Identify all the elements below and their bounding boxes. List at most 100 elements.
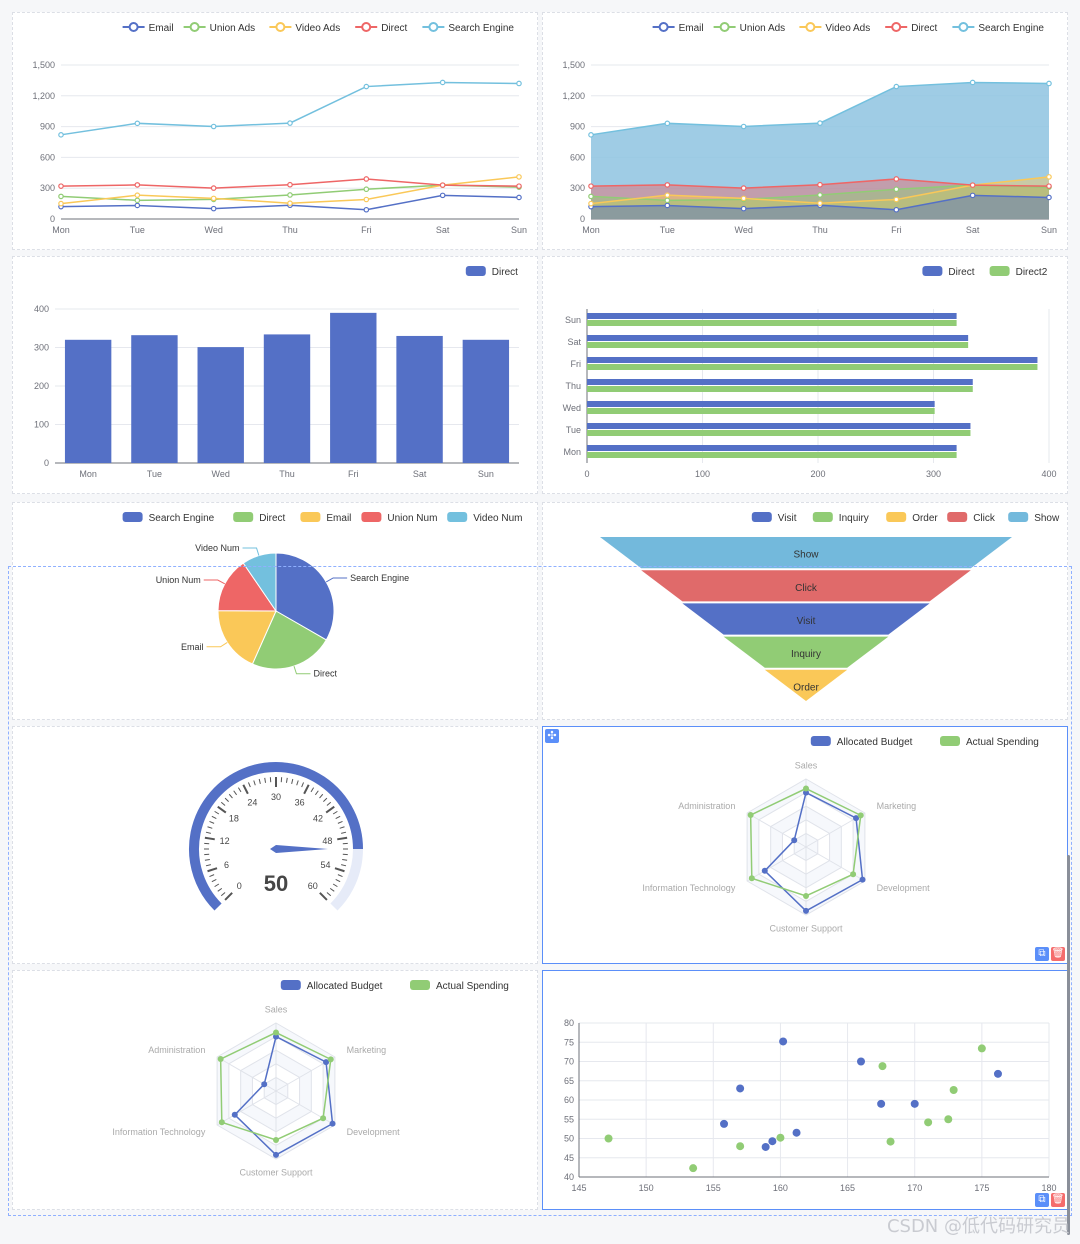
gauge-tick bbox=[258, 778, 261, 784]
gauge-tick bbox=[332, 883, 338, 888]
gauge-tick bbox=[341, 864, 347, 867]
gauge-tick bbox=[224, 892, 233, 901]
bar bbox=[330, 312, 377, 463]
y-tick-label: Sun bbox=[565, 315, 581, 325]
copy-icon[interactable]: ⧉ bbox=[1035, 947, 1049, 961]
gauge-tick bbox=[220, 801, 226, 806]
legend-swatch bbox=[947, 512, 968, 522]
radar-indicator-label: Marketing bbox=[877, 801, 917, 811]
x-tick-label: Mon bbox=[52, 225, 70, 235]
radar-axis bbox=[746, 846, 807, 882]
gauge-tick-label: 42 bbox=[313, 813, 323, 823]
move-handle-icon[interactable]: ✣ bbox=[545, 729, 559, 743]
scatter-point bbox=[689, 1164, 698, 1173]
line-chart: Email Union Ads Video Ads Direct Search Engi… bbox=[32, 22, 527, 235]
legend-swatch-dot bbox=[428, 22, 439, 32]
x-tick-label: 200 bbox=[810, 469, 825, 479]
x-tick-label: 175 bbox=[974, 1183, 989, 1193]
scatter-point bbox=[857, 1057, 865, 1066]
copy-icon[interactable]: ⧉ bbox=[1035, 1193, 1049, 1207]
radar-indicator-label: Sales bbox=[265, 1004, 288, 1014]
delete-icon[interactable]: 🗑 bbox=[1051, 947, 1065, 961]
funnel-label: Show bbox=[793, 550, 819, 561]
radar-point bbox=[329, 1120, 336, 1127]
legend-swatch bbox=[940, 736, 960, 746]
gauge-tick bbox=[204, 836, 215, 841]
pie-label-line bbox=[293, 665, 311, 675]
gauge-tick bbox=[319, 892, 328, 901]
x-tick-label: Mon bbox=[582, 225, 600, 235]
legend-label: Inquiry bbox=[839, 513, 869, 524]
scatter-point bbox=[949, 1085, 958, 1094]
series-area bbox=[591, 178, 1049, 219]
legend-label: Video Ads bbox=[825, 23, 870, 34]
radar-point bbox=[803, 892, 809, 899]
y-tick-label: 600 bbox=[40, 152, 55, 162]
scatter-point bbox=[776, 1133, 785, 1142]
gauge-tick bbox=[237, 787, 242, 793]
gauge-tick bbox=[341, 831, 347, 834]
radar-point bbox=[761, 867, 768, 874]
scatter-point bbox=[886, 1137, 895, 1146]
y-tick-label: 300 bbox=[34, 343, 49, 353]
data-point bbox=[58, 132, 64, 138]
y-tick-label: 0 bbox=[44, 458, 49, 468]
scatter-point bbox=[924, 1118, 933, 1127]
gauge-tick bbox=[214, 810, 220, 815]
data-point bbox=[134, 202, 141, 209]
gauge-tick-label: 18 bbox=[229, 813, 239, 823]
data-point bbox=[58, 183, 64, 189]
legend-swatch-dot bbox=[658, 22, 669, 32]
data-point bbox=[893, 176, 900, 182]
x-tick-label: Mon bbox=[79, 469, 97, 479]
y-tick-label: 400 bbox=[34, 304, 49, 314]
radar-point bbox=[320, 1115, 327, 1122]
legend-label: Search Engine bbox=[448, 23, 514, 34]
radar-point bbox=[859, 876, 866, 883]
gauge-chart: 0 6 12 18 24 30 36 42 48 54 60 50 bbox=[189, 762, 363, 911]
data-point bbox=[1046, 174, 1052, 180]
panel-scatter-chart-selected[interactable]: 40 45 50 55 60 65 70 75 80 145 150 155 160 165 170 175 1… bbox=[542, 970, 1068, 1210]
legend-label: Visit bbox=[778, 513, 797, 524]
radar-point bbox=[747, 812, 754, 819]
legend-label: Search Engine bbox=[149, 513, 215, 524]
bar bbox=[587, 430, 971, 436]
gauge-tick bbox=[247, 782, 251, 788]
legend-label: Union Ads bbox=[210, 23, 256, 34]
y-tick-label: 100 bbox=[34, 420, 49, 430]
x-tick-label: Sun bbox=[478, 469, 494, 479]
gauge-tick bbox=[220, 892, 226, 897]
gauge-tick bbox=[204, 858, 210, 861]
legend-swatch bbox=[922, 266, 943, 276]
data-point bbox=[210, 123, 217, 130]
gauge-tick bbox=[233, 790, 238, 796]
gauge-tick bbox=[228, 793, 233, 799]
gauge-tick bbox=[326, 801, 332, 806]
gauge-tick bbox=[205, 864, 211, 867]
pie-label-line bbox=[203, 579, 226, 585]
gauge-tick-label: 24 bbox=[247, 798, 257, 808]
x-tick-label: Sat bbox=[966, 225, 980, 235]
data-point bbox=[969, 79, 976, 86]
legend-label: Union Ads bbox=[740, 23, 786, 34]
legend-swatch bbox=[465, 266, 486, 276]
gauge-tick bbox=[329, 887, 335, 892]
y-tick-label: 0 bbox=[50, 214, 55, 224]
radar-point bbox=[218, 1119, 225, 1126]
radar-point bbox=[803, 785, 809, 792]
bar bbox=[587, 342, 969, 348]
legend-swatch bbox=[886, 512, 907, 522]
legend-label: Email bbox=[149, 23, 174, 34]
panel-radar-chart-selected[interactable]: Allocated Budget Actual Spending Sales Mark… bbox=[542, 726, 1068, 964]
panel-line-chart: Email Union Ads Video Ads Direct Search Engi… bbox=[12, 12, 538, 250]
vertical-scrollbar[interactable] bbox=[1067, 855, 1070, 1235]
bar bbox=[587, 408, 935, 414]
gauge-tick bbox=[335, 878, 341, 883]
radar-point bbox=[853, 815, 860, 822]
legend-swatch-dot bbox=[805, 22, 816, 32]
x-tick-label: Fri bbox=[361, 225, 372, 235]
radar-indicator-label: Development bbox=[877, 883, 931, 893]
delete-icon[interactable]: 🗑 bbox=[1051, 1193, 1065, 1207]
radar-point bbox=[791, 837, 798, 844]
funnel-label: Visit bbox=[797, 616, 816, 627]
